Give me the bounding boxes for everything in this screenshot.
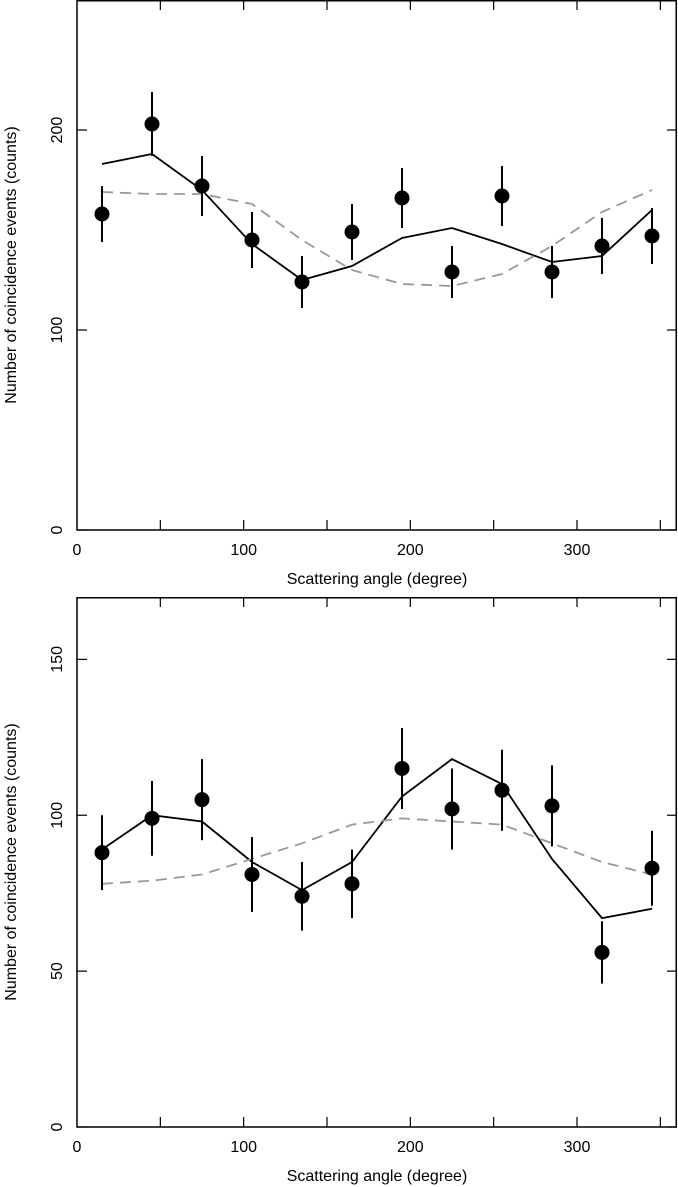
- top-panel-model-line: [101, 153, 653, 281]
- bottom-panel-x-tick-label: 300: [564, 1139, 591, 1156]
- bottom-panel-x-tick-label: 200: [397, 1139, 424, 1156]
- top-panel-data-point-9: [544, 264, 560, 280]
- bottom-panel-x-tick-label: 0: [73, 1139, 82, 1156]
- top-panel-data-point-2: [194, 178, 210, 194]
- top-panel-plot-frame: [76, 0, 677, 531]
- bottom-panel-data-point-7: [444, 801, 460, 817]
- bottom-panel-model-2-line: [101, 817, 653, 885]
- bottom-panel-data-point-5: [344, 876, 360, 892]
- top-panel-data-point-3: [244, 232, 260, 248]
- bottom-panel-content: 0 100 200 300 0 50 100 150: [49, 597, 677, 1156]
- bottom-panel-plot-frame: [76, 597, 677, 1128]
- bottom-panel-data-point-4: [294, 888, 310, 904]
- bottom-panel-y-tick-label: 150: [49, 646, 66, 673]
- bottom-panel-y-axis-label: Number of coincidence events (counts): [3, 723, 20, 1000]
- bottom-panel-y-tick-label: 50: [49, 962, 66, 980]
- bottom-panel-data-point-3: [244, 866, 260, 882]
- top-panel-data-point-7: [444, 264, 460, 280]
- bottom-panel-data-point-0: [94, 845, 110, 861]
- bottom-panel-data-point-10: [594, 944, 610, 960]
- bottom-panel-y-tick-label: 100: [49, 802, 66, 829]
- top-panel-model-2-line: [101, 189, 653, 287]
- bottom-panel-data-point-2: [194, 792, 210, 808]
- bottom-panel-y-tick-label: 0: [49, 1122, 66, 1131]
- top-panel-data-point-1: [144, 116, 160, 132]
- top-panel-data-point-4: [294, 274, 310, 290]
- bottom-panel-data-point-9: [544, 798, 560, 814]
- top-panel-x-axis-label: Scattering angle (degree): [287, 571, 468, 588]
- top-panel-x-tick-label: 0: [73, 542, 82, 559]
- bottom-panel-data-point-8: [494, 782, 510, 798]
- top-panel-x-tick-label: 100: [230, 542, 257, 559]
- bottom-panel-x-axis-label: Scattering angle (degree): [287, 1168, 468, 1185]
- top-panel-y-tick-label: 100: [49, 317, 66, 344]
- bottom-panel-data-point-6: [394, 760, 410, 776]
- top-panel-y-axis-label: Number of coincidence events (counts): [3, 126, 20, 403]
- top-panel-x-tick-label: 200: [397, 542, 424, 559]
- top-panel: 0 100 200 300 0 100 200 Scattering angle (degr…: [3, 0, 677, 588]
- top-panel-content: 0 100 200 300 0 100 200: [49, 0, 677, 559]
- top-panel-data-point-11: [644, 228, 660, 244]
- bottom-panel-x-tick-label: 100: [230, 1139, 257, 1156]
- top-panel-data-point-5: [344, 224, 360, 240]
- bottom-panel-model-line: [101, 758, 653, 920]
- top-panel-data-point-6: [394, 190, 410, 206]
- top-panel-data-point-0: [94, 206, 110, 222]
- top-panel-y-tick-label: 0: [49, 525, 66, 534]
- bottom-panel-data-point-1: [144, 810, 160, 826]
- top-panel-x-tick-label: 300: [564, 542, 591, 559]
- top-panel-data-point-8: [494, 188, 510, 204]
- bottom-panel-data-point-11: [644, 860, 660, 876]
- top-panel-y-tick-label: 200: [49, 117, 66, 144]
- top-panel-data-point-10: [594, 238, 610, 254]
- bottom-panel: 0 100 200 300 0 50 100 150 Scattering angle (de…: [3, 597, 677, 1185]
